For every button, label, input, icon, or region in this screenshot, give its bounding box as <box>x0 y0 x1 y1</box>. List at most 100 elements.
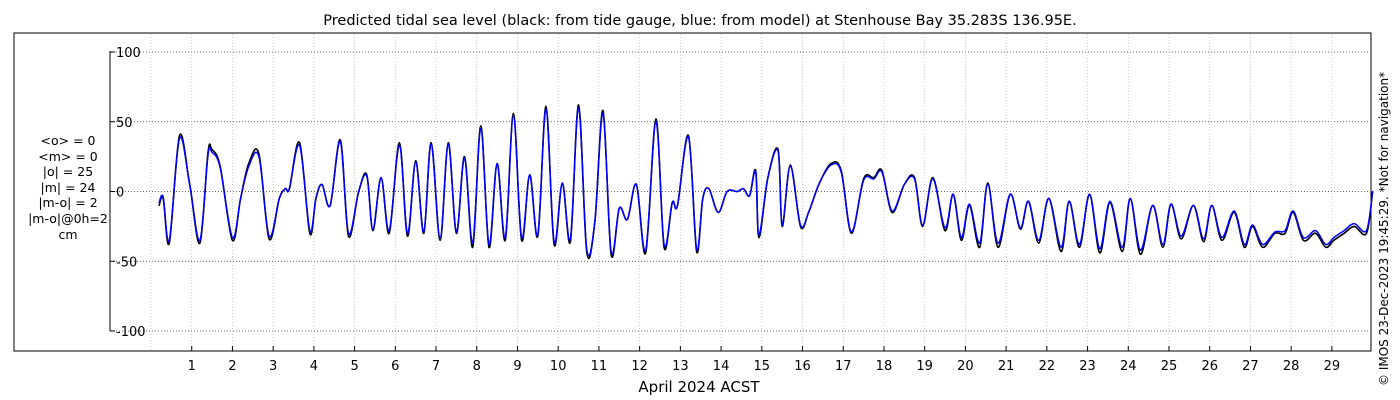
model-point <box>347 232 350 234</box>
y-tick-label: 50 <box>116 116 133 131</box>
model-point <box>561 182 563 184</box>
model-point <box>1078 243 1081 246</box>
model-point <box>158 202 160 204</box>
model-point <box>781 224 783 226</box>
statistics-box: <o> = 0 <m> = 0 |o| = 25 |m| = 24 |m-o| … <box>14 133 122 242</box>
model-point <box>1109 200 1111 202</box>
tide-gauge-point <box>480 125 482 127</box>
model-point <box>676 204 679 207</box>
model-point <box>512 115 515 117</box>
x-tick-label: 7 <box>432 359 440 374</box>
model-point <box>1243 243 1245 246</box>
model-point <box>1019 227 1021 229</box>
tide-gauge-point <box>1314 232 1317 234</box>
x-axis-label: April 2024 ACST <box>638 378 760 396</box>
model-point <box>1302 236 1304 239</box>
model-point <box>366 175 368 177</box>
x-tick-label: 15 <box>754 359 771 374</box>
tide-gauge-point <box>309 232 311 234</box>
grid <box>110 34 1370 350</box>
model-point <box>1009 193 1011 195</box>
model-point <box>755 171 757 173</box>
tide-gauge-point <box>891 211 893 214</box>
tide-gauge-point <box>299 142 301 144</box>
model-point <box>1343 229 1345 232</box>
model-point <box>952 193 954 195</box>
tide-gauge-point <box>423 232 425 234</box>
model-point <box>1314 229 1317 232</box>
series-line-model <box>158 107 1374 257</box>
x-tick-label: 3 <box>269 359 277 374</box>
x-tick-label: 21 <box>998 359 1015 374</box>
x-tick-label: 13 <box>672 359 689 374</box>
tide-gauge-point <box>1019 228 1021 230</box>
model-point <box>818 183 820 186</box>
tide-gauge-point <box>339 139 341 141</box>
model-point <box>1251 224 1254 226</box>
model-point <box>913 178 916 180</box>
model-point <box>168 239 170 241</box>
model-point <box>358 190 360 193</box>
model-point <box>1060 246 1062 248</box>
x-tick-label: 18 <box>876 359 893 374</box>
model-point <box>708 188 710 190</box>
tide-gauge-point <box>1038 242 1040 244</box>
tide-gauge-point <box>1284 232 1286 234</box>
model-point <box>488 243 490 246</box>
model-point <box>329 204 331 207</box>
series-lines <box>158 104 1374 260</box>
model-point <box>830 164 832 166</box>
model-point <box>239 197 242 200</box>
x-axis-ticks: 1 2 3 4 5 6 7 8 9 10 11 12 13 14 15 16 17 18 19 20 21 22 23 24 2… <box>188 346 1340 374</box>
model-point <box>610 250 612 253</box>
model-point <box>863 179 865 181</box>
model-point <box>577 107 580 109</box>
tide-gauge-point <box>488 246 490 248</box>
tide-gauge-point <box>1139 253 1142 255</box>
tide-gauge-point <box>1180 238 1182 240</box>
x-tick-label: 25 <box>1161 359 1178 374</box>
model-point <box>840 171 842 173</box>
x-tick-label: 8 <box>473 359 481 374</box>
model-point <box>960 236 962 239</box>
model-point <box>903 183 905 186</box>
plot-frame <box>13 32 1372 352</box>
tide-gauge-point <box>1251 225 1254 227</box>
model-point <box>736 190 738 193</box>
model-point <box>655 121 657 123</box>
model-point <box>299 144 301 147</box>
stat-abs-difference-0h: |m-o|@0h=2 <box>28 210 108 226</box>
model-point <box>211 151 213 154</box>
x-tick-label: 28 <box>1283 359 1300 374</box>
tide-gauge-point <box>398 142 400 144</box>
model-point <box>602 112 604 114</box>
model-point <box>288 188 291 190</box>
tide-gauge-point <box>553 243 555 246</box>
x-tick-label: 24 <box>1120 359 1137 374</box>
tide-gauge-point <box>987 182 989 184</box>
model-point <box>1221 236 1223 239</box>
tide-gauge-point <box>447 142 449 144</box>
model-point <box>873 178 875 180</box>
x-tick-label: 10 <box>550 359 567 374</box>
model-point <box>1170 203 1172 205</box>
x-tick-label: 2 <box>228 359 236 374</box>
model-point <box>1211 204 1213 207</box>
y-axis-ticks: 100 50 0 -50 -100 <box>110 46 146 340</box>
model-point <box>1274 231 1276 233</box>
tide-gauge-point <box>781 225 783 227</box>
x-tick-label: 19 <box>916 359 933 374</box>
tide-gauge-point <box>789 164 791 166</box>
model-point <box>380 176 382 179</box>
x-tick-label: 1 <box>188 359 196 374</box>
tide-gauge-point <box>347 235 350 237</box>
model-point <box>496 163 498 165</box>
model-point <box>979 242 981 244</box>
model-point <box>504 236 506 239</box>
model-point <box>1099 248 1101 250</box>
model-point <box>932 178 934 180</box>
model-point <box>618 207 620 209</box>
model-point <box>406 232 409 234</box>
model-point <box>1353 222 1355 225</box>
